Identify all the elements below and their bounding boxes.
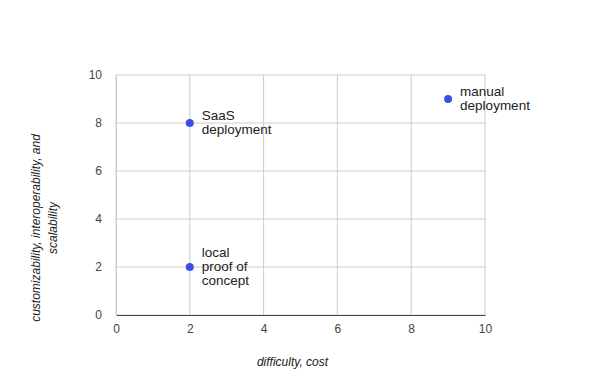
point-label-line: local — [202, 245, 230, 260]
point — [186, 263, 194, 271]
y-axis-line — [116, 76, 117, 316]
x-tick-label: 10 — [479, 322, 493, 336]
x-axis-line — [117, 315, 486, 316]
y-tick: 8 — [95, 116, 116, 130]
point-label: localproof ofconcept — [202, 245, 250, 288]
y-grid-line — [116, 123, 485, 124]
point-labels: SaaSdeploymentmanualdeploymentlocalproof… — [202, 84, 530, 288]
y-grid-line — [116, 267, 485, 268]
grid — [116, 75, 485, 315]
y-tick-label: 2 — [95, 260, 102, 274]
x-grid-line — [337, 75, 338, 315]
x-tick: 0 — [113, 315, 120, 336]
y-tick-label: 0 — [95, 308, 102, 322]
points — [186, 95, 452, 271]
point-label-line: proof of — [202, 259, 248, 274]
point-label-line: deployment — [460, 98, 530, 113]
plot-area: 02468100246810SaaSdeploymentmanualdeploy… — [89, 68, 531, 335]
point — [444, 95, 452, 103]
point-label-line: concept — [202, 273, 250, 288]
x-grid-line — [116, 75, 117, 315]
x-tick-label: 6 — [335, 322, 342, 336]
y-tick-label: 8 — [95, 116, 102, 130]
x-grid-line — [411, 75, 412, 315]
chart-container: 02468100246810SaaSdeploymentmanualdeploy… — [0, 0, 600, 390]
x-grid-line — [263, 75, 264, 315]
x-axis-title: difficulty, cost — [257, 355, 329, 369]
y-axis: 0 2 4 6 8 10 — [89, 68, 117, 322]
y-axis-title-line: customizability, interoperability, and — [29, 134, 43, 322]
y-grid-line — [116, 219, 485, 220]
y-tick: 2 — [95, 260, 116, 274]
x-tick: 6 — [335, 315, 342, 336]
y-tick: 10 — [89, 68, 116, 82]
y-grid-line — [116, 171, 485, 172]
chart-svg: 02468100246810SaaSdeploymentmanualdeploy… — [0, 0, 600, 390]
x-grid-line — [189, 75, 190, 315]
x-tick-label: 8 — [408, 322, 415, 336]
y-axis-title-line: scalability — [46, 201, 60, 254]
y-tick: 4 — [95, 212, 116, 226]
point — [186, 119, 194, 127]
x-tick: 8 — [408, 315, 415, 336]
point-label-line: deployment — [202, 122, 272, 137]
y-tick-label: 6 — [95, 164, 102, 178]
y-tick: 0 — [95, 308, 116, 322]
point-label-line: manual — [460, 84, 504, 99]
y-tick: 6 — [95, 164, 116, 178]
y-tick-label: 4 — [95, 212, 102, 226]
x-axis: 0 2 4 6 8 10 — [113, 315, 492, 336]
x-tick-label: 4 — [261, 322, 268, 336]
x-tick: 4 — [261, 315, 268, 336]
x-tick-label: 0 — [113, 322, 120, 336]
x-tick: 2 — [187, 315, 194, 336]
x-tick-label: 2 — [187, 322, 194, 336]
point-label: manualdeployment — [460, 84, 530, 113]
point-label: SaaSdeployment — [202, 108, 272, 137]
y-grid-line — [116, 75, 485, 76]
x-tick: 10 — [479, 315, 493, 336]
y-grid-line — [116, 315, 485, 316]
point-label-line: SaaS — [202, 108, 235, 123]
y-axis-title: customizability, interoperability, andsc… — [29, 134, 60, 322]
y-tick-label: 10 — [89, 68, 103, 82]
